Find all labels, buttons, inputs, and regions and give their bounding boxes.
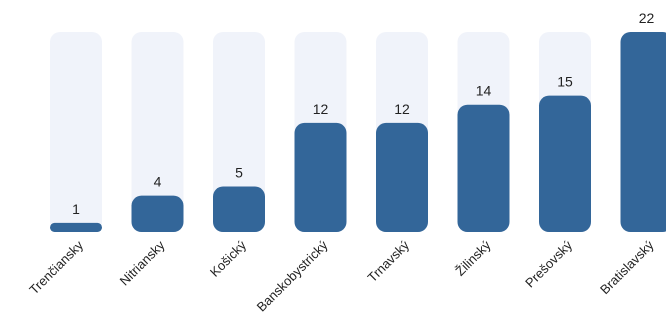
category-tick-label: Nitriansky	[117, 237, 168, 288]
bar[interactable]	[131, 195, 184, 232]
bar-value-label: 12	[394, 101, 410, 117]
bar-value-label: 22	[639, 10, 655, 26]
bar-value-label: 15	[557, 74, 573, 90]
category-tick-label: Trenčiansky	[26, 237, 86, 297]
category-tick-label: Banskobystrický	[254, 237, 331, 314]
bar-track	[131, 32, 184, 232]
category-tick-label: Prešovský	[522, 237, 575, 290]
bar-value-label: 12	[313, 101, 329, 117]
bar[interactable]	[294, 122, 347, 232]
category-tick-label: Žilinský	[452, 237, 494, 279]
bar-value-label: 1	[72, 201, 80, 217]
category-tick-label: Bratislavský	[597, 237, 657, 297]
bar[interactable]	[50, 222, 102, 232]
bar[interactable]	[620, 32, 666, 232]
bar[interactable]	[213, 186, 265, 232]
category-tick-label: Trnavský	[365, 237, 413, 285]
bar-value-label: 14	[476, 83, 492, 99]
bar[interactable]	[539, 95, 591, 233]
bar[interactable]	[457, 104, 510, 232]
category-tick-label: Košický	[207, 237, 250, 280]
bar-value-label: 5	[235, 165, 243, 181]
bar[interactable]	[376, 122, 428, 232]
bar-value-label: 4	[154, 174, 162, 190]
bar-track	[213, 32, 265, 232]
bar-track	[50, 32, 102, 232]
